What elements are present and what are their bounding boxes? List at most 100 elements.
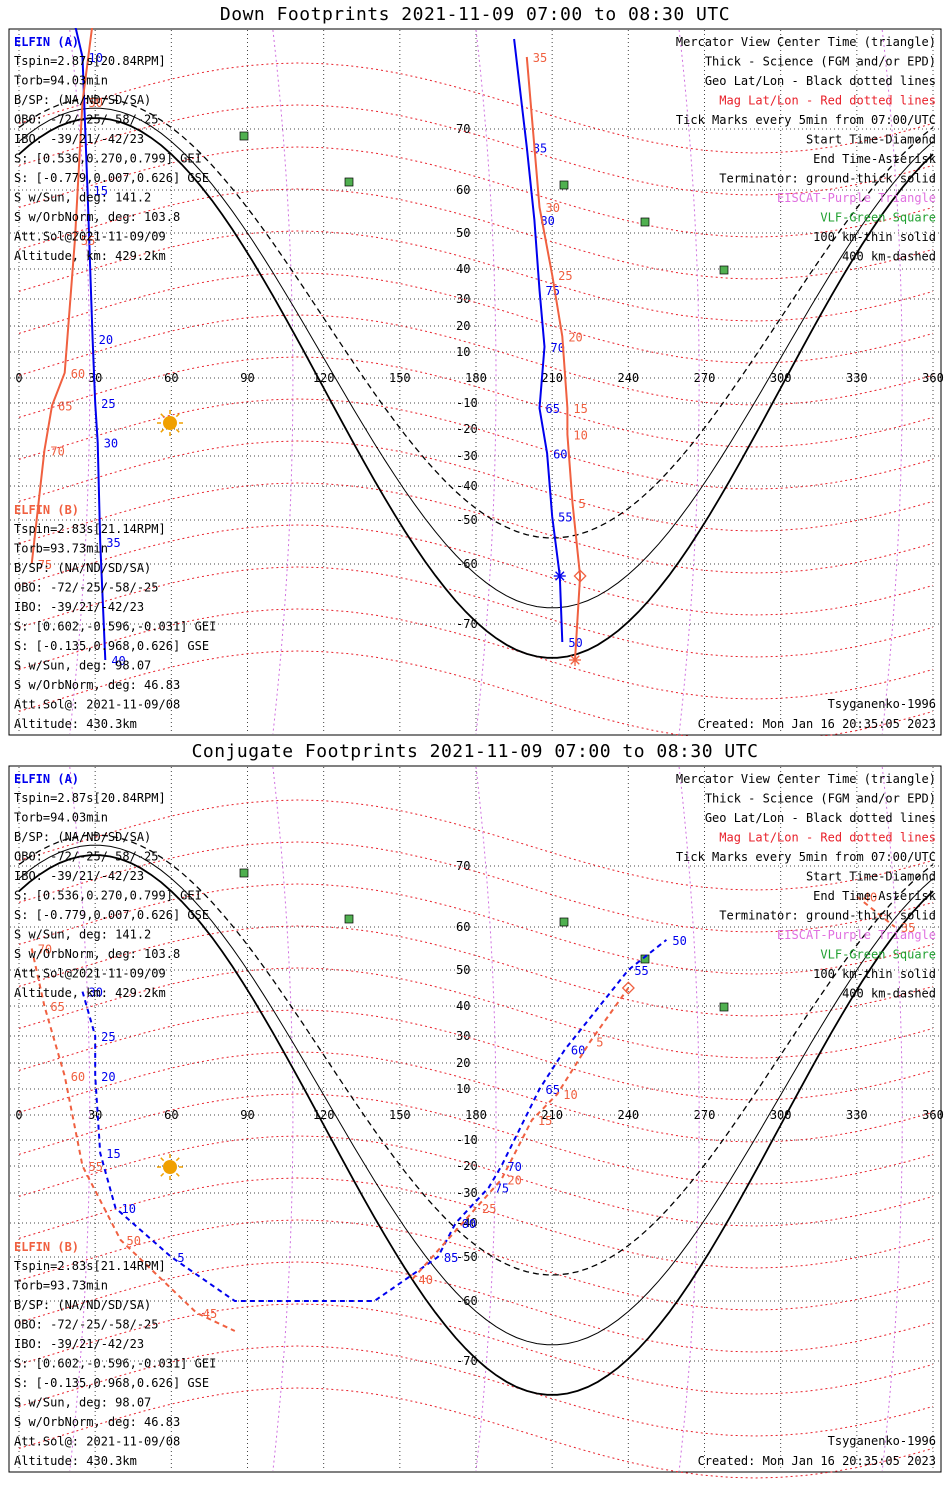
asterisk-stroke [570,655,580,665]
mag-lat-line [18,104,934,196]
mag-lon-line [475,766,497,1472]
elfin-b-header: ELFIN (B) [14,1240,79,1254]
elfin-a-line: S w/OrbNorm, deg: 103.8 [14,210,180,224]
lon-tick-label: 360 [922,1108,944,1122]
legend-item: Mag Lat/Lon - Red dotted lines [719,831,936,845]
lon-tick-label: 210 [541,1108,563,1122]
elfin-a-line: Tspin=2.87s[20.84RPM] [14,54,166,68]
lat-tick-label: -50 [456,513,478,527]
track-tick-label: 60 [553,447,567,461]
track-tick-label: 50 [127,1234,141,1248]
track-tick-label: 25 [558,269,572,283]
elfin-a-line: IBO: -39/21/-42/23 [14,869,144,883]
track-tick-label: 35 [901,921,915,935]
elfin-b-line: Torb=93.73min [14,542,108,556]
elfin-b-line: IBO: -39/21/-42/23 [14,1337,144,1351]
elfin-a-line: Att.Sol@2021-11-09/09 [14,230,166,244]
lat-tick-label: -40 [456,1216,478,1230]
track-tick-label: 30 [104,437,118,451]
lat-tick-label: 10 [456,1082,470,1096]
track-tick-label: 15 [538,1114,552,1128]
elfin-b-line: Att.Sol@: 2021-11-09/08 [14,698,180,712]
track-tick-label: 55 [558,511,572,525]
elfin-a-line: Torb=94.03min [14,74,108,88]
lon-tick-label: 240 [617,371,639,385]
mag-lat-line [18,1009,934,1101]
elfin-a-line: Att.Sol@2021-11-09/09 [14,967,166,981]
mag-lat-line [18,62,934,154]
elfin-b-track [856,895,896,928]
elfin-a-line: S w/Sun, deg: 141.2 [14,928,151,942]
track-tick-label: 75 [545,284,559,298]
elfin-b-track [525,56,582,661]
elfin-b-track [411,987,630,1280]
vlf-green-square [344,914,354,924]
legend-item: Geo Lat/Lon - Black dotted lines [705,74,936,88]
created-stamp: Created: Mon Jan 16 20:35:05 2023 [698,1454,936,1468]
legend-item: EISCAT-Purple Triangle [777,191,936,205]
lat-tick-label: 20 [456,1056,470,1070]
lat-tick-label: 40 [456,262,470,276]
lon-tick-label: 210 [541,371,563,385]
sun-ray [160,413,165,418]
mag-lon-line [69,766,91,1472]
elfin-a-line: Tspin=2.87s[20.84RPM] [14,791,166,805]
elfin-a-track [513,38,564,643]
lat-tick-label: -10 [456,1133,478,1147]
sun-ray [160,1157,165,1162]
end-asterisk [553,570,566,582]
vlf-green-square [640,217,650,227]
track-tick-label: 80 [462,1217,476,1231]
elfin-b-track [30,948,236,1332]
track-tick-label: 10 [121,1202,135,1216]
mag-lat-line [18,1345,934,1437]
track-tick-label: 40 [419,1273,433,1287]
lat-tick-label: -50 [456,1250,478,1264]
track-tick-label: 65 [545,1083,559,1097]
track-tick-label: 10 [88,51,102,65]
lon-tick-label: 300 [770,371,792,385]
elfin-b-line: S w/Sun, deg: 98.07 [14,1396,151,1410]
lon-tick-label: 270 [694,1108,716,1122]
track-tick-label: 25 [482,1202,496,1216]
track-tick-label: 45 [203,1307,217,1321]
elfin-a-info: ELFIN (A) Tspin=2.87s[20.84RPM] Torb=94.03… [14,35,209,263]
lat-tick-label: 50 [456,226,470,240]
elfin-b-line: Altitude: 430.3km [14,717,137,731]
track-tick-label: 50 [672,934,686,948]
elfin-b-line: IBO: -39/21/-42/23 [14,600,144,614]
panel2-title: Conjugate Footprints 2021-11-09 07:00 to… [191,741,759,762]
lat-tick-label: -20 [456,1159,478,1173]
legend-item: 400 km-dashed [842,987,936,1001]
track-tick-label: 10 [563,1088,577,1102]
vlf-green-square [559,917,569,927]
lat-tick-label: -70 [456,617,478,631]
legend-item: VLF-Green Square [820,948,936,962]
mag-lon-line [475,29,497,735]
sun-ray [175,1157,180,1162]
mag-lat-line [18,272,934,364]
model-name: Tsyganenko-1996 [828,1434,936,1448]
legend-item: Thick - Science (FGM and/or EPD) [705,55,936,69]
mag-lat-line [18,524,934,616]
elfin-a-track [74,28,107,661]
track-tick-label: 65 [58,400,72,414]
end-asterisk [569,654,582,666]
elfin-a-line: Altitude, km: 429.2km [14,986,166,1000]
lon-tick-label: 330 [846,1108,868,1122]
legend: Mercator View Center Time (triangle) Thic… [676,35,937,264]
track-tick-label: 5 [177,1251,184,1265]
lat-tick-label: 30 [456,292,470,306]
lat-tick-label: 60 [456,183,470,197]
elfin-b-line: S w/OrbNorm, deg: 46.83 [14,678,180,692]
track-tick-label: 80 [540,214,554,228]
mag-lat-line [18,146,934,238]
mag-lat-line [18,841,934,933]
elfin-a-line: S: [-0.779,0.007,0.626] GSE [14,908,209,922]
elfin-b-line: OBO: -72/-25/-58/-25 [14,1318,159,1332]
lat-tick-label: -40 [456,479,478,493]
terminator-100km [18,107,934,609]
mag-lat-line [18,1219,934,1311]
